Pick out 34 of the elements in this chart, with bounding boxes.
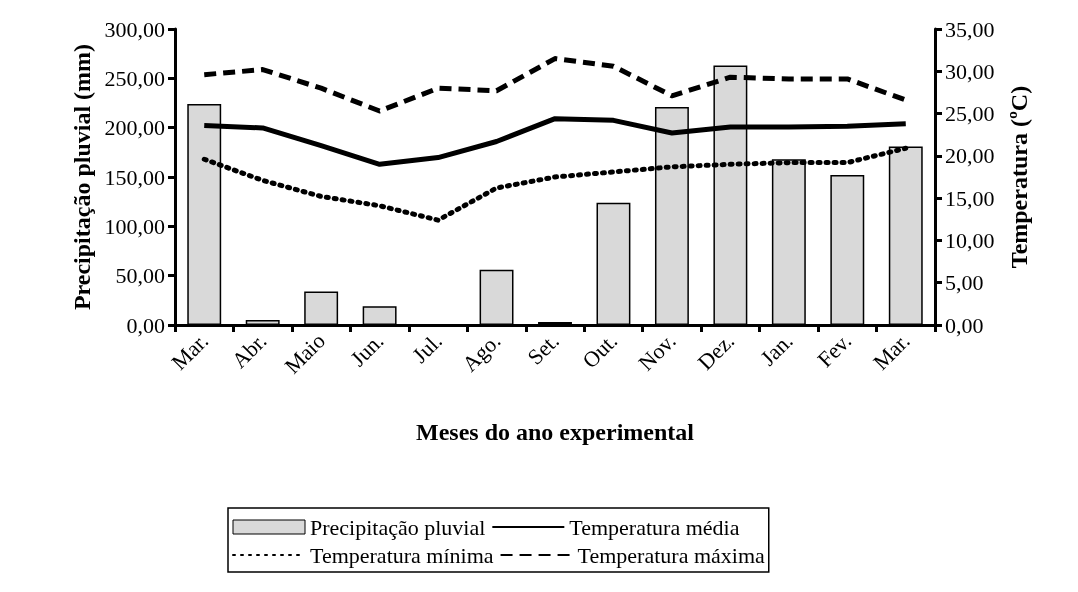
legend-label: Temperatura média [569, 514, 740, 540]
y2-tick-label: 25,00 [945, 101, 995, 127]
x-tick-label: Out. [577, 328, 623, 374]
y-tick-label: 250,00 [104, 65, 165, 91]
x-tick-label: Jan. [755, 328, 798, 371]
y-tick-label: 150,00 [104, 164, 165, 190]
y2-tick-label: 0,00 [945, 312, 984, 338]
x-tick-label: Ago. [457, 328, 506, 377]
legend-label: Temperatura máxima [577, 542, 765, 568]
y2-tick-label: 5,00 [945, 270, 984, 296]
y-tick-label: 50,00 [115, 263, 165, 289]
x-tick-label: Nov. [633, 328, 681, 376]
y-tick-label: 100,00 [104, 213, 165, 239]
y2-tick-label: 35,00 [945, 16, 995, 42]
x-tick-label: Mar. [867, 328, 915, 375]
y-axis-title: Precipitação pluvial (mm) [68, 43, 95, 311]
y-tick-label: 300,00 [104, 16, 165, 42]
legend-label: Temperatura mínima [310, 542, 494, 568]
x-axis-title: Meses do ano experimental [416, 419, 695, 445]
y-tick-label: 200,00 [104, 115, 165, 141]
x-tick-label: Fev. [812, 328, 857, 373]
x-tick-label: Abr. [226, 328, 272, 374]
y-tick-label: 0,00 [126, 312, 165, 338]
x-tick-label: Dez. [692, 328, 740, 375]
x-tick-label: Set. [522, 328, 564, 370]
y2-tick-label: 20,00 [945, 143, 995, 169]
x-tick-label: Mar. [166, 328, 214, 375]
y2-tick-label: 30,00 [945, 58, 995, 84]
legend-label: Precipitação pluvial [310, 514, 486, 540]
x-tick-label: Jun. [345, 328, 389, 372]
y2-tick-label: 15,00 [945, 185, 995, 211]
y2-axis-title: Temperatura (ºC) [1006, 85, 1032, 269]
x-tick-label: Jul. [407, 328, 447, 368]
y2-tick-label: 10,00 [945, 227, 995, 253]
